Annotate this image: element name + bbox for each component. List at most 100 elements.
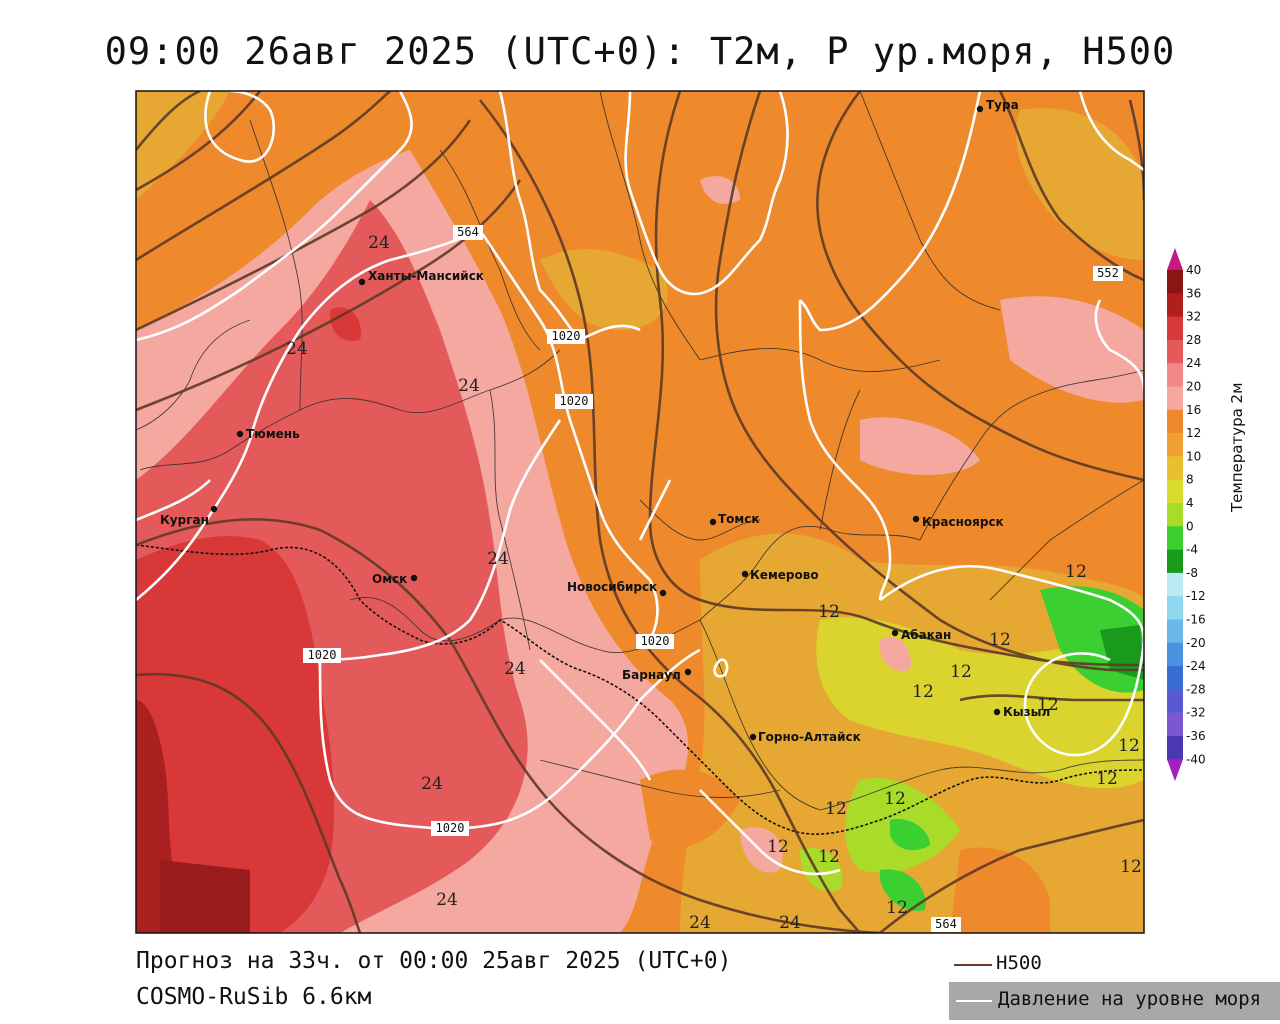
colorbar-band [1167,386,1183,411]
colorbar-band [1167,293,1183,318]
city-dot [749,733,757,741]
colorbar-tick-label: -4 [1186,543,1198,557]
temperature-contour-label: 12 [1118,736,1140,756]
colorbar-band [1167,689,1183,714]
isoline-labels: 564 552 564 1020 1020 1020 1020 1020 [303,225,1123,932]
city-label: Курган [160,513,209,527]
colorbar-tick-label: -28 [1186,682,1206,696]
temperature-contour-label: 12 [886,898,908,918]
isoline-label-bg [431,821,469,836]
city-label: Новосибирск [567,580,657,594]
colorbar-band [1167,456,1183,481]
city-label: Горно-Алтайск [758,730,861,744]
temperature-contour-label: 12 [818,602,840,622]
isoline-label-bg [1093,266,1123,281]
isoline-label: 564 [457,225,479,239]
colorbar-band [1167,666,1183,690]
city-dot [891,629,899,637]
temperature-contour-label: 12 [1096,769,1118,789]
colorbar-band [1167,642,1183,667]
temperature-contour-label: 24 [689,913,711,933]
temperature-contour-label: 24 [436,890,458,910]
isoline-label: 564 [935,917,957,931]
city-dot [410,574,418,582]
isoline-label: 1020 [308,648,337,662]
city-label: Ханты-Мансийск [368,269,484,283]
isoline-label: 1020 [641,634,670,648]
isoline-label-bg [303,648,341,663]
colorbar-tick-label: 24 [1186,356,1201,370]
colorbar-tick-label: -36 [1186,729,1206,743]
temperature-contour-label: 12 [950,662,972,682]
city-dot [358,278,366,286]
temperature-contour-label: 12 [1120,857,1142,877]
temperature-colorbar: 403632282420161210840-4-8-12-16-20-24-28… [1167,248,1206,782]
temperature-field [136,91,1144,933]
map-title: 09:00 26авг 2025 (UTC+0): T2м, P ур.моря… [104,30,1176,73]
city-label: Красноярск [922,515,1004,529]
colorbar-tick-label: -32 [1186,706,1206,720]
city-label: Томск [718,512,760,526]
colorbar-tick-label: 28 [1186,333,1201,347]
city-label: Тюмень [246,427,300,441]
city-dot [236,430,244,438]
temperature-contour-label: 24 [458,376,480,396]
isoline-label-bg [547,329,585,344]
isoline-label-bg [555,394,593,409]
isoline-label-bg [636,634,674,649]
city-label: Тура [986,98,1019,112]
colorbar-tick-label: -20 [1186,636,1206,650]
city-dot [976,105,984,113]
temperature-contour-label: 24 [421,774,443,794]
temperature-contour-label: 12 [884,789,906,809]
isoline-label: 1020 [560,394,589,408]
colorbar-band [1167,339,1183,364]
colorbar-max-arrow [1167,248,1183,270]
colorbar-tick-label: -24 [1186,659,1206,673]
isoline-label-bg [931,917,961,932]
admin-borders [136,91,1144,811]
colorbar-band [1167,549,1183,574]
colorbar-band [1167,479,1183,504]
temperature-contour-label: 24 [368,233,390,253]
colorbar-tick-label: -40 [1186,752,1206,766]
colorbar-band [1167,433,1183,457]
temperature-contour-label: 12 [818,847,840,867]
temperature-contour-label: 12 [825,799,847,819]
colorbar-tick-label: 12 [1186,426,1201,440]
colorbar-band [1167,572,1183,597]
temperature-contour-label: 24 [504,659,526,679]
colorbar-tick-label: 10 [1186,449,1201,463]
pressure-legend-swatch [956,1000,992,1002]
isoline-label: 1020 [552,329,581,343]
city-dot [741,570,749,578]
colorbar-band [1167,503,1183,527]
state-border [136,544,1144,835]
city-dot [684,668,692,676]
h500-legend-swatch [954,964,992,966]
city-dot [993,708,1001,716]
colorbar-band [1167,316,1183,341]
temperature-contour-label: 12 [767,837,789,857]
colorbar-band [1167,736,1183,760]
city-dot [210,505,218,513]
colorbar-title: Температура 2м [1228,382,1246,512]
map-frame [135,90,1145,934]
colorbar-tick-label: 20 [1186,380,1201,394]
temperature-contour-label: 24 [487,549,509,569]
colorbar-band [1167,596,1183,620]
city-markers: Тура Ханты-Мансийск Тюмень Курган Омск Новоси… [160,98,1050,744]
temperature-contour-label: 24 [779,913,801,933]
temperature-contour-label: 12 [989,630,1011,650]
colorbar-tick-label: 4 [1186,496,1194,510]
isoline-label-bg [453,225,483,240]
colorbar-band [1167,270,1183,294]
city-label: Кемерово [750,568,819,582]
city-label: Кызыл [1003,705,1050,719]
colorbar-tick-label: -16 [1186,613,1206,627]
pressure-legend-label: Давление на уровне моря [998,988,1262,1010]
colorbar-tick-label: 0 [1186,519,1194,533]
forecast-info: Прогноз на 33ч. от 00:00 25авг 2025 (UTC… [136,948,732,974]
model-name: COSMO-RuSib 6.6км [136,984,372,1010]
